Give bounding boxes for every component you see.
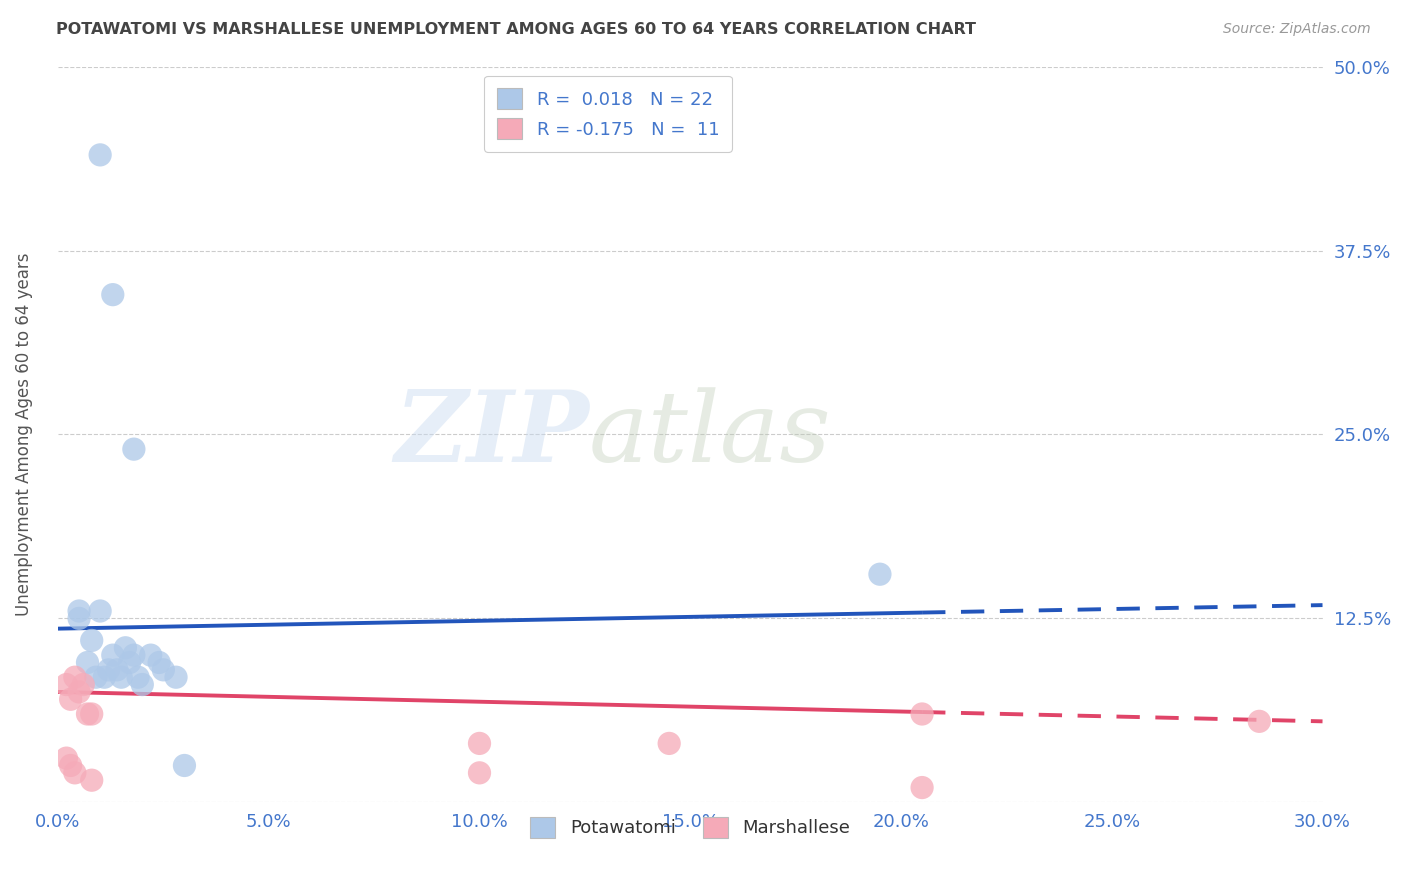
- Point: [72, 677, 94, 691]
- Point: [55, 677, 77, 691]
- Point: [63, 670, 86, 684]
- Point: [911, 780, 934, 795]
- Point: [84, 670, 107, 684]
- Point: [80, 706, 103, 721]
- Point: [468, 765, 491, 780]
- Point: [118, 656, 141, 670]
- Point: [139, 648, 162, 662]
- Text: POTAWATOMI VS MARSHALLESE UNEMPLOYMENT AMONG AGES 60 TO 64 YEARS CORRELATION CHA: POTAWATOMI VS MARSHALLESE UNEMPLOYMENT A…: [56, 22, 976, 37]
- Point: [148, 656, 170, 670]
- Point: [131, 677, 153, 691]
- Legend: Potawatomi, Marshallese: Potawatomi, Marshallese: [523, 809, 858, 845]
- Point: [1249, 714, 1271, 729]
- Point: [80, 773, 103, 788]
- Text: Source: ZipAtlas.com: Source: ZipAtlas.com: [1223, 22, 1371, 37]
- Point: [93, 670, 115, 684]
- Point: [59, 758, 82, 772]
- Point: [911, 706, 934, 721]
- Point: [127, 670, 149, 684]
- Point: [89, 148, 111, 162]
- Point: [152, 663, 174, 677]
- Point: [105, 663, 128, 677]
- Point: [76, 656, 98, 670]
- Point: [67, 685, 90, 699]
- Point: [67, 604, 90, 618]
- Point: [97, 663, 120, 677]
- Point: [122, 648, 145, 662]
- Point: [59, 692, 82, 706]
- Point: [110, 670, 132, 684]
- Y-axis label: Unemployment Among Ages 60 to 64 years: Unemployment Among Ages 60 to 64 years: [15, 252, 32, 616]
- Point: [869, 567, 891, 582]
- Point: [80, 633, 103, 648]
- Point: [122, 442, 145, 457]
- Point: [101, 648, 124, 662]
- Point: [173, 758, 195, 772]
- Point: [468, 736, 491, 750]
- Point: [89, 604, 111, 618]
- Point: [658, 736, 681, 750]
- Point: [76, 706, 98, 721]
- Point: [67, 611, 90, 625]
- Point: [114, 640, 136, 655]
- Point: [165, 670, 187, 684]
- Text: ZIP: ZIP: [394, 386, 589, 483]
- Point: [55, 751, 77, 765]
- Text: atlas: atlas: [589, 387, 832, 482]
- Point: [101, 287, 124, 301]
- Point: [63, 765, 86, 780]
